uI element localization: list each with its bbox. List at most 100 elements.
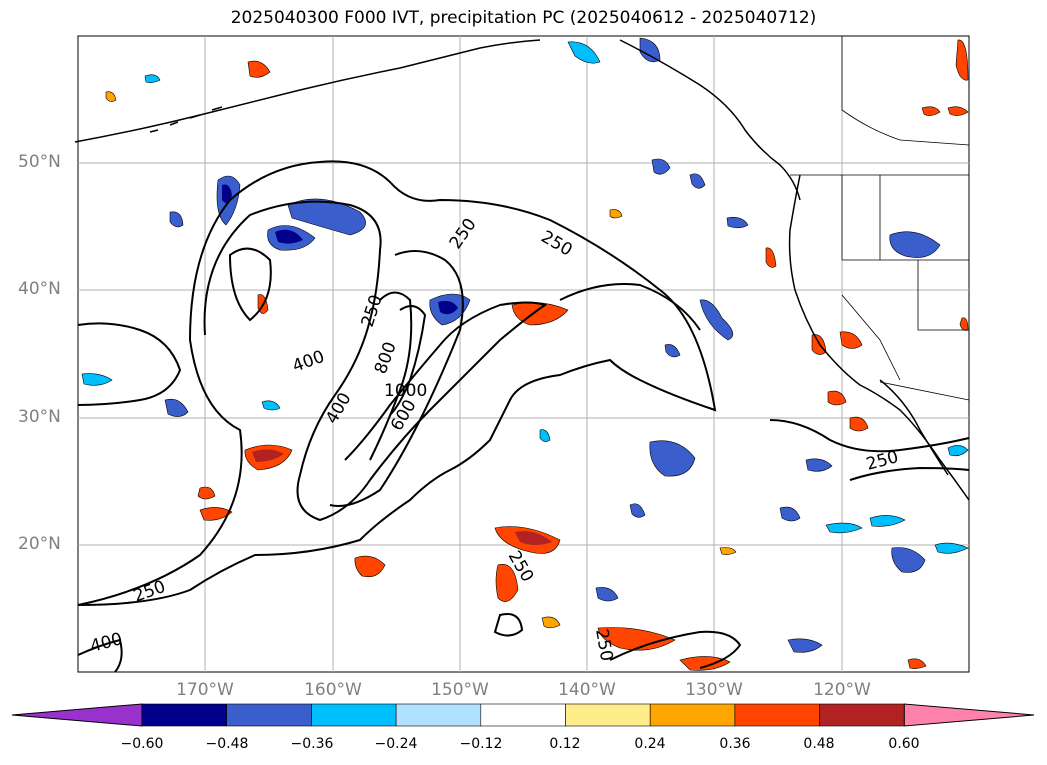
colorbar-segment [565,703,651,727]
precip-patch [495,563,519,602]
precip-patch [261,400,281,411]
baja-california [879,379,949,476]
colorbar-segment [311,703,397,727]
state-border [841,294,901,381]
colorbar-segment [480,703,566,727]
lat-label: 50°N [18,152,61,172]
precip-patch [651,158,671,175]
precip-patch [839,331,863,349]
lon-label: 170°W [176,680,234,700]
colorbar-tick-label: 0.12 [549,736,581,752]
precip-patch [197,486,216,500]
precip-patch [849,416,869,432]
lat-label: 20°N [18,534,61,554]
colorbar-segment [395,703,482,727]
contour-label: 1000 [384,381,427,401]
alaska-panhandle [619,39,801,201]
precip-patch [354,555,386,578]
precip-patch [947,445,969,457]
ivt-contour-250 [228,247,272,322]
ivt-contour-1000 [389,305,427,416]
precip-patch [541,616,561,629]
gridlines [78,36,969,672]
political-borders [790,36,970,401]
precip-patch [827,390,847,406]
precip-patch [889,231,941,258]
ivt-contour-800 [369,291,413,461]
colorbar-tick-label: −0.12 [459,736,503,752]
precip-patch [222,184,232,204]
precip-patch [164,398,189,417]
precip-patch [787,638,823,653]
precip-patch [955,39,969,81]
precip-patch [144,74,161,83]
lon-label: 130°W [685,680,743,700]
precip-patch [869,515,906,527]
precip-patch [438,300,458,315]
lon-label: 160°W [304,680,362,700]
precip-patch [825,522,863,534]
precip-patch [921,106,941,116]
ivt-contour-400 [77,638,123,673]
colorbar-tick-label: −0.48 [205,736,249,752]
map-plot: 250 250 250 250 400 400 800 1000 600 250… [74,35,970,673]
colorbar [11,703,1035,727]
colorbar-segment [649,703,736,727]
colorbar-tick-label: −0.24 [374,736,418,752]
colorbar-extend-min [11,703,143,727]
precip-patch [907,658,927,669]
canada-province-border [841,36,970,146]
precip-patch [699,299,734,341]
colorbar-tick-label: −0.36 [290,736,334,752]
precip-patch [595,587,619,602]
alaska-coast [74,39,541,143]
colorbar-segment [734,703,820,727]
precip-patch [169,211,184,228]
precip-patch [779,506,801,522]
precip-patch [689,173,706,189]
precip-patch [199,507,233,521]
precip-patch [105,91,117,102]
precip-patch [539,429,551,442]
ivt-contour-250 [769,419,970,453]
lon-label: 120°W [813,680,871,700]
ivt-contours [77,160,970,673]
negative-precip-patches [81,37,969,653]
precip-patch [805,458,833,472]
precip-patch [252,449,284,462]
precip-patch [934,542,969,554]
colorbar-tick-label: 0.60 [888,736,920,752]
ivt-contour-600 [329,250,464,507]
precip-patch [247,60,271,78]
precip-patch [664,344,681,358]
ivt-contour-250 [77,322,182,406]
precip-patch [597,627,676,651]
colorbar-tick-label: −0.60 [120,736,164,752]
precip-patch [81,373,113,386]
precip-patch [567,41,601,64]
colorbar-segment [819,703,905,727]
lon-label: 140°W [558,680,616,700]
ivt-contour-250 [849,466,970,481]
precip-patch [287,198,366,236]
lat-label: 40°N [18,279,61,299]
us-mexico-border [879,381,970,401]
precip-patch [609,209,623,219]
precip-patch [629,503,646,518]
state-border [917,260,969,331]
ivt-contour-250 [609,630,742,669]
colorbar-tick-label: 0.36 [719,736,751,752]
colorbar-segment [226,703,312,727]
chart-title: 2025040300 F000 IVT, precipitation PC (2… [230,8,817,28]
colorbar-segment [141,703,227,727]
coastlines [74,39,970,501]
lon-label: 150°W [431,680,489,700]
precip-patch [275,229,303,244]
ivt-contour-250 [77,160,717,606]
ivt-contour-400 [203,200,548,522]
precip-patch [947,106,969,116]
precip-patch [649,440,696,477]
precip-patch [891,547,926,573]
colorbar-tick-label: 0.48 [803,736,835,752]
west-coast [788,174,970,501]
